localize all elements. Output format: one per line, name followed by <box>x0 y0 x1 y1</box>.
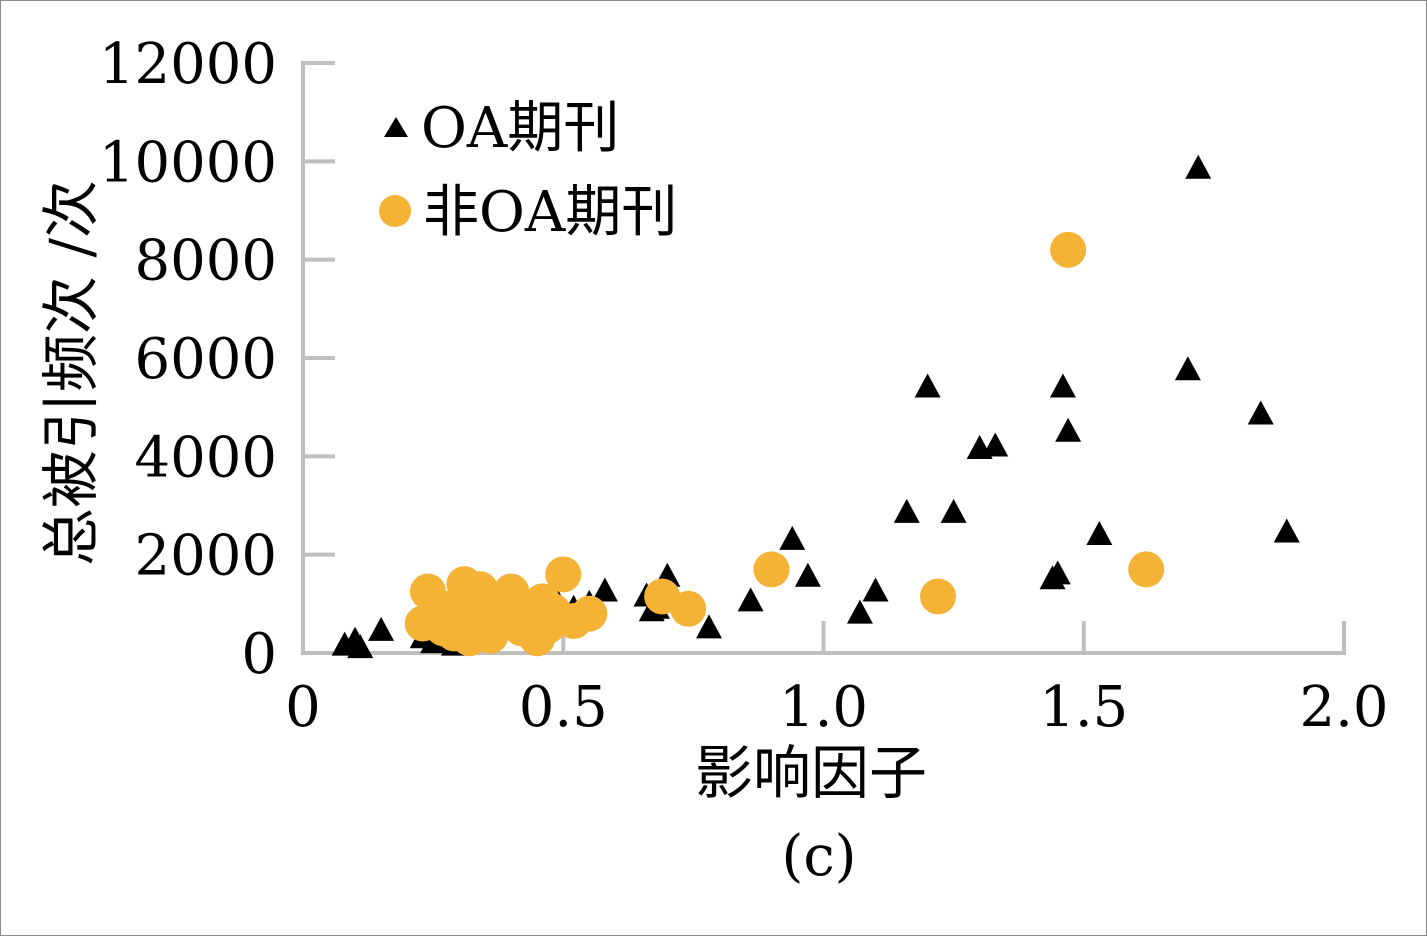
data-point-oa <box>1247 400 1274 425</box>
x-tick-label: 2.0 <box>1299 675 1388 740</box>
x-axis-title: 影响因子 <box>695 739 927 807</box>
figure-caption: (c) <box>781 824 856 889</box>
x-tick-label: 0 <box>285 675 321 740</box>
data-point-oa <box>893 498 920 523</box>
data-point-oa <box>591 577 618 602</box>
data-point-non-oa <box>571 595 608 632</box>
data-point-oa <box>794 562 821 587</box>
data-point-oa <box>1049 373 1076 398</box>
data-point-non-oa <box>1050 231 1087 268</box>
data-point-oa <box>737 587 764 612</box>
plot-marks <box>331 154 1300 659</box>
data-point-non-oa <box>753 551 790 588</box>
legend-label-non-oa: 非OA期刊 <box>423 180 677 245</box>
x-tick-label: 0.5 <box>519 675 608 740</box>
data-point-non-oa <box>1128 551 1165 588</box>
data-point-oa <box>1185 154 1212 179</box>
y-tick-label: 6000 <box>134 327 277 392</box>
data-point-non-oa <box>545 556 582 593</box>
x-tick-label: 1.0 <box>779 675 868 740</box>
y-tick-label: 2000 <box>134 524 277 589</box>
x-axis-ticks: 0 0.5 1.0 1.5 2.0 <box>285 621 1389 740</box>
legend-label-oa: OA期刊 <box>421 96 619 161</box>
data-point-oa <box>779 525 806 550</box>
legend: OA期刊 非OA期刊 <box>379 96 677 245</box>
legend-marker-oa <box>384 117 408 137</box>
data-point-oa <box>846 599 873 624</box>
y-tick-label: 10000 <box>99 130 277 195</box>
data-point-non-oa <box>472 617 509 654</box>
y-axis-title: 总被引频次 /次 <box>37 180 105 566</box>
data-point-oa <box>940 498 967 523</box>
data-point-oa <box>695 614 722 639</box>
data-point-non-oa <box>670 590 707 627</box>
data-point-oa <box>862 577 889 602</box>
legend-marker-non-oa <box>379 195 411 227</box>
data-point-oa <box>347 634 374 659</box>
y-tick-label: 4000 <box>134 425 277 490</box>
y-tick-label: 12000 <box>99 32 277 97</box>
y-axis-ticks: 0 2000 4000 6000 8000 10000 12000 <box>99 32 335 687</box>
data-point-non-oa <box>920 578 957 615</box>
x-tick-label: 1.5 <box>1039 675 1128 740</box>
data-point-oa <box>1055 417 1082 442</box>
data-point-oa <box>914 373 941 398</box>
data-point-oa <box>1174 356 1201 381</box>
data-point-oa <box>982 432 1009 457</box>
y-tick-label: 0 <box>241 622 277 687</box>
data-point-oa <box>1273 518 1300 543</box>
y-tick-label: 8000 <box>134 229 277 294</box>
data-point-oa <box>1044 560 1071 585</box>
data-point-oa <box>1086 521 1113 545</box>
data-point-oa <box>368 616 395 641</box>
